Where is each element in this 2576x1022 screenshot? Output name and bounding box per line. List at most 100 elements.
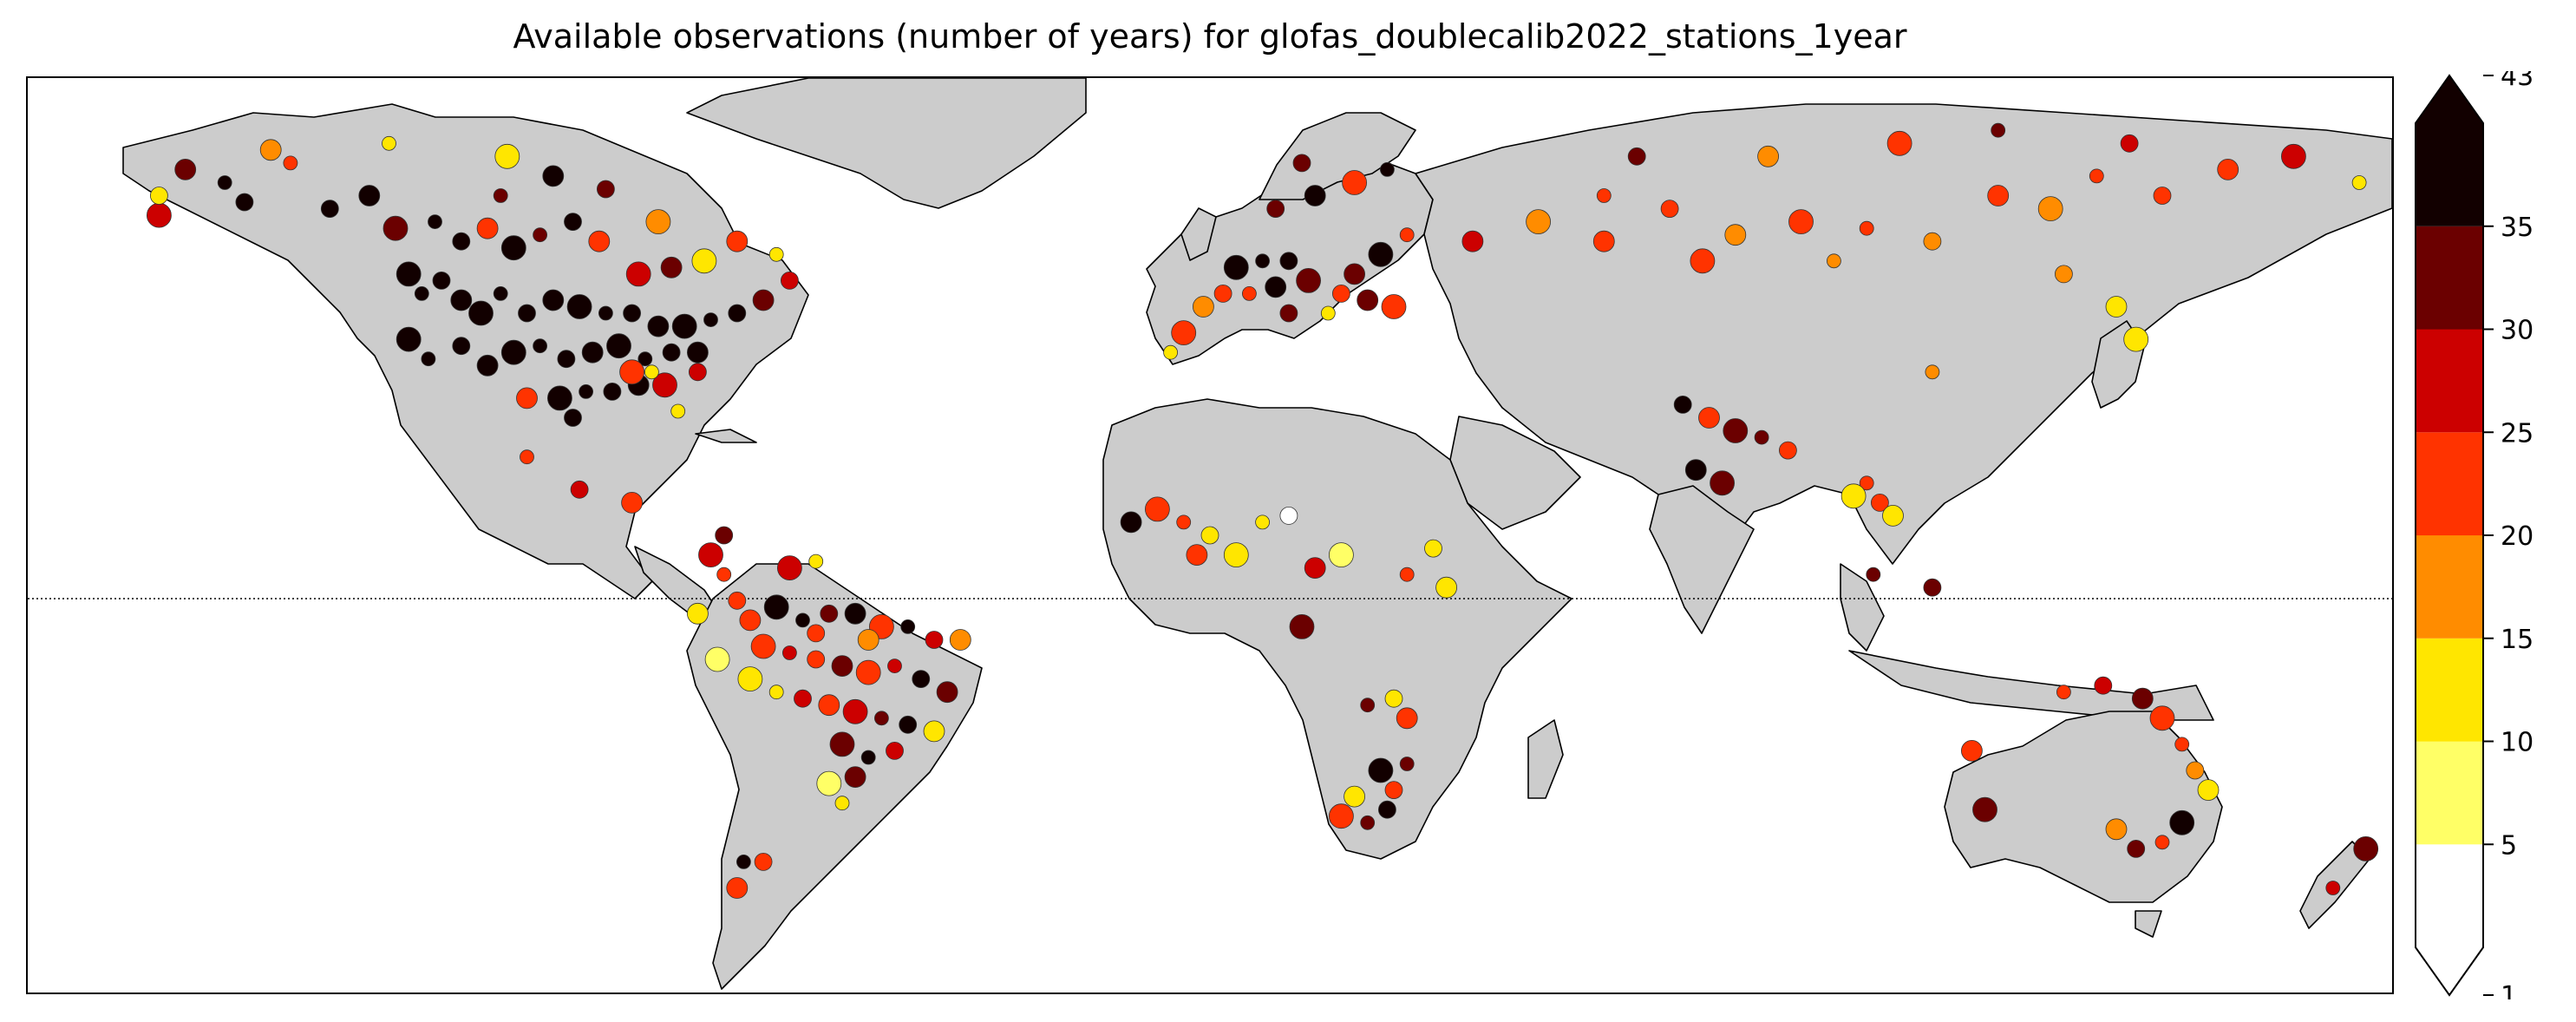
station-marker [662, 343, 681, 362]
station-marker [768, 685, 784, 700]
station-marker [1265, 276, 1287, 298]
station-marker [1435, 576, 1457, 599]
station-marker [1360, 698, 1376, 713]
station-marker [860, 750, 876, 765]
station-marker [1384, 689, 1403, 708]
station-marker [1200, 526, 1219, 545]
station-marker [1320, 305, 1336, 321]
station-marker [818, 694, 840, 717]
station-marker [520, 449, 534, 465]
station-marker [887, 658, 902, 673]
station-marker [2217, 159, 2239, 180]
station-marker [1279, 304, 1298, 323]
station-marker [1399, 227, 1415, 243]
land-asia [1415, 103, 2392, 582]
station-marker [1526, 209, 1551, 235]
station-marker [844, 766, 866, 788]
station-marker [829, 731, 855, 757]
station-marker [689, 363, 707, 382]
station-marker [820, 604, 839, 623]
station-marker [855, 659, 881, 685]
station-marker [842, 698, 868, 724]
station-marker [579, 383, 593, 399]
station-marker [1596, 188, 1612, 203]
station-marker [1342, 170, 1367, 195]
station-marker [1186, 544, 1208, 566]
station-marker [1213, 284, 1232, 303]
station-marker [1292, 154, 1311, 173]
station-marker [1859, 475, 1874, 491]
colorbar-bins [2415, 74, 2484, 997]
station-marker [660, 256, 683, 278]
station-marker [1710, 470, 1735, 496]
station-marker [414, 285, 429, 301]
station-marker [1991, 122, 2006, 138]
station-marker [671, 313, 697, 339]
station-marker [1255, 253, 1270, 269]
station-marker [2169, 809, 2195, 835]
colorbar: 1 5 10 15 20 25 30 35 43 [2414, 62, 2576, 1012]
land-indonesia [1848, 650, 2214, 721]
map-title: Available observations (number of years)… [513, 17, 1907, 56]
station-marker [1304, 557, 1326, 579]
station-marker [1193, 296, 1214, 318]
station-marker [728, 591, 747, 610]
station-marker [1368, 241, 1394, 267]
station-marker [2037, 196, 2063, 222]
station-marker [547, 385, 572, 411]
station-marker [494, 143, 520, 169]
station-marker [1163, 344, 1178, 360]
colorbar-bin [2416, 638, 2483, 742]
station-marker [1987, 185, 2010, 206]
station-marker [2123, 326, 2149, 352]
station-marker [1690, 248, 1716, 274]
station-marker [1859, 220, 1874, 236]
station-marker [1960, 740, 1983, 762]
station-marker [844, 602, 866, 625]
station-marker [2056, 685, 2071, 700]
station-marker [1378, 800, 1396, 819]
station-marker [691, 248, 717, 274]
station-marker [645, 209, 671, 235]
station-marker [704, 646, 730, 672]
colorbar-tick-label: 1 [2501, 981, 2517, 999]
station-marker [2054, 265, 2073, 284]
land-australia [1944, 711, 2223, 903]
colorbar-bin [2416, 123, 2483, 226]
land-cuba [695, 429, 757, 443]
land-britain [1180, 207, 1217, 261]
station-marker [807, 650, 826, 669]
station-marker [500, 339, 526, 365]
station-marker [1788, 209, 1814, 235]
station-marker [382, 215, 409, 241]
colorbar-tick-label: 35 [2501, 213, 2534, 243]
colorbar-tick-label: 20 [2501, 521, 2534, 552]
station-marker [382, 135, 396, 151]
station-marker [623, 304, 641, 323]
colorbar-bin [2416, 226, 2483, 330]
station-marker [1344, 785, 1365, 808]
station-marker [468, 300, 494, 326]
colorbar-tick-label: 25 [2501, 418, 2534, 449]
station-marker [2280, 143, 2306, 169]
station-marker [1972, 796, 1997, 822]
station-marker [2154, 835, 2170, 850]
station-marker [452, 232, 471, 251]
station-marker [925, 631, 944, 649]
station-marker [652, 372, 677, 398]
station-marker [1368, 757, 1394, 783]
station-marker [1870, 493, 1889, 512]
stations-layer [146, 122, 2379, 899]
station-marker [2353, 836, 2379, 861]
station-marker [606, 333, 631, 359]
station-marker [781, 271, 799, 290]
station-marker [603, 382, 622, 401]
station-marker [1779, 441, 1797, 460]
station-marker [728, 304, 747, 323]
station-marker [1279, 506, 1298, 525]
station-marker [687, 341, 709, 364]
colorbar-bin [2416, 432, 2483, 536]
station-marker [831, 655, 853, 677]
station-marker [857, 629, 879, 651]
